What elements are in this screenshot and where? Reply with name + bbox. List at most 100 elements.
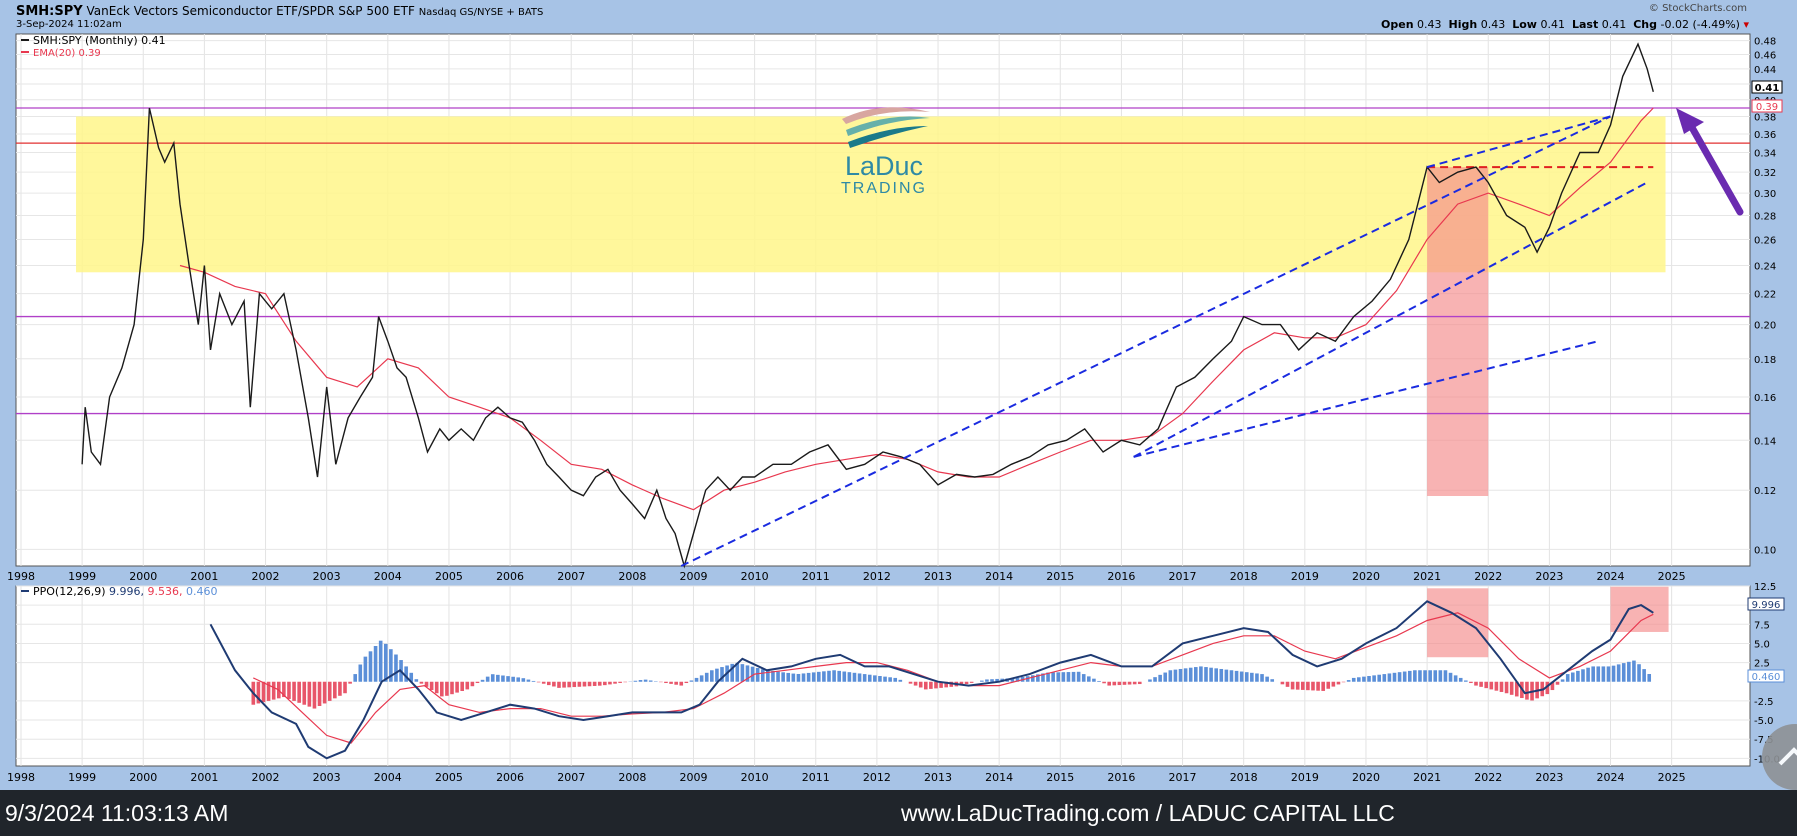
ppo-histogram-bar xyxy=(1484,681,1488,689)
ppo-histogram-bar xyxy=(980,680,984,682)
price-x-tick-label: 2020 xyxy=(1352,570,1380,583)
footer-site: www.LaDucTrading.com / LADUC CAPITAL LLC xyxy=(901,800,1395,826)
ppo-histogram-bar xyxy=(898,679,903,682)
ppo-x-tick-label: 2002 xyxy=(252,771,280,784)
ppo-tag-box xyxy=(1747,597,1785,611)
ppo-histogram-bar xyxy=(409,672,414,682)
ppo-histogram-bar xyxy=(1214,668,1218,682)
ppo-histogram-bar xyxy=(699,675,704,682)
ppo-histogram-bar xyxy=(1469,681,1473,684)
ppo-histogram-bar xyxy=(674,681,678,685)
ppo-histogram-bar xyxy=(1015,677,1020,682)
ppo-histogram-bar xyxy=(1295,681,1300,690)
price-x-tick-label: 2003 xyxy=(313,570,341,583)
logo-wave-1 xyxy=(842,107,930,124)
ppo-histogram-bar xyxy=(485,676,490,682)
price-x-tick-label: 2018 xyxy=(1230,570,1258,583)
symbol: SMH:SPY xyxy=(16,4,83,19)
ppo-histogram-bar xyxy=(806,672,811,682)
price-y-axis: 0.10 0.12 0.14 0.16 0.18 0.20 0.22 0.24 0.26 0.28… xyxy=(1754,37,1776,557)
ppo-histogram-bar xyxy=(577,681,582,687)
price-y-tick-label: 0.22 xyxy=(1754,290,1776,301)
ppo-histogram-bar xyxy=(587,681,592,687)
ppo-histogram-bar xyxy=(496,674,500,682)
price-y-tick-label: 0.16 xyxy=(1754,393,1776,404)
price-x-tick-label: 2016 xyxy=(1107,570,1135,583)
ppo-histogram-bar xyxy=(536,681,541,683)
ppo-histogram-bar xyxy=(964,681,969,685)
ppo-y-tick-label: -7.5 xyxy=(1754,735,1774,746)
ppo-histogram-bar xyxy=(475,681,480,684)
ppo-x-tick-label: 1998 xyxy=(7,771,35,784)
ppo-y-tick-label: 5.0 xyxy=(1754,639,1770,650)
ppo-x-tick-label: 2003 xyxy=(313,771,341,784)
footer-timestamp: 9/3/2024 11:03:13 AM xyxy=(5,800,229,826)
ppo-histogram-bar xyxy=(1030,675,1035,682)
ppo-y-tick-label: -2.5 xyxy=(1754,697,1774,708)
ppo-x-tick-label: 2025 xyxy=(1658,771,1686,784)
ppo-histogram-bar xyxy=(776,671,780,682)
price-x-tick-label: 2023 xyxy=(1535,570,1563,583)
price-x-tick-label: 2015 xyxy=(1046,570,1074,583)
price-y-tick-label: 0.12 xyxy=(1754,486,1776,497)
price-y-tick-label: 0.20 xyxy=(1754,321,1776,332)
ppo-histogram-bar xyxy=(1204,667,1208,682)
ppo-histogram-bar xyxy=(1606,666,1611,682)
price-y-tick-label: 0.30 xyxy=(1754,189,1776,200)
ppo-histogram-bar xyxy=(1239,671,1244,682)
ppo-histogram-bar xyxy=(1188,667,1193,682)
ppo-histogram-bar xyxy=(1046,672,1050,682)
ppo-histogram-bar xyxy=(1260,674,1264,682)
yellow-highlight-band xyxy=(76,116,1666,273)
ppo-x-tick-label: 2007 xyxy=(557,771,585,784)
ppo-histogram-bar xyxy=(1087,676,1091,682)
price-x-tick-label: 2001 xyxy=(190,570,218,583)
ppo-histogram-bar xyxy=(1112,681,1117,686)
legend-ema: EMA(20) 0.39 xyxy=(33,48,101,59)
ppo-histogram-bar xyxy=(261,681,266,703)
ppo-histogram-bar xyxy=(373,646,378,682)
ppo-histogram-bar xyxy=(1443,670,1448,682)
price-y-tick-label: 0.32 xyxy=(1754,168,1776,179)
ppo-histogram-bar xyxy=(1290,681,1295,690)
ppo-histogram-bar xyxy=(1627,661,1631,682)
purple-arrow xyxy=(1676,108,1744,216)
ppo-histogram-bar xyxy=(755,667,760,682)
ppo-histogram-bar xyxy=(297,681,301,703)
price-y-tick-label: 0.38 xyxy=(1754,112,1776,123)
ppo-x-tick-label: 2006 xyxy=(496,771,524,784)
ppo-histogram-bar xyxy=(597,681,602,686)
ppo-histogram-bar xyxy=(1244,672,1249,682)
ppo-histogram-bar xyxy=(348,681,352,684)
blue-dashed-trendline xyxy=(680,115,1611,567)
ppo-histogram-bar xyxy=(266,681,271,701)
ppo-histogram-bar xyxy=(1127,681,1132,685)
ppo-x-tick-label: 2014 xyxy=(985,771,1013,784)
price-x-tick-label: 2024 xyxy=(1597,570,1625,583)
ppo-histogram-bar xyxy=(1163,672,1168,682)
price-annotations-back xyxy=(16,107,1750,496)
ppo-y-tick-label: 7.5 xyxy=(1754,620,1770,631)
ppo-histogram-bar xyxy=(1565,674,1570,682)
ppo-histogram-bar xyxy=(918,681,923,688)
ppo-x-tick-label: 2004 xyxy=(374,771,402,784)
legend-ppo-label: PPO(12,26,9) xyxy=(33,585,106,598)
logo-wave-3 xyxy=(848,126,928,148)
hist-tag-box xyxy=(1747,669,1785,683)
ppo-histogram-bar xyxy=(1550,681,1555,691)
ppo-histogram-bar xyxy=(1397,672,1402,682)
ppo-x-tick-label: 2020 xyxy=(1352,771,1380,784)
last-label: Last xyxy=(1571,18,1599,31)
ppo-histogram-bar xyxy=(1132,681,1137,685)
ppo-x-tick-label: 2018 xyxy=(1230,771,1258,784)
ppo-x-tick-label: 2015 xyxy=(1046,771,1074,784)
ppo-histogram-bar xyxy=(389,649,393,682)
ppo-histogram-bar xyxy=(1341,681,1346,683)
ppo-histogram-bar xyxy=(883,676,887,682)
ppo-histogram-bar xyxy=(1265,676,1269,682)
ppo-histogram-bar xyxy=(1581,669,1585,682)
ppo-histogram-bar xyxy=(781,672,785,682)
ppo-tags: 9.996 0.460 xyxy=(1747,597,1785,683)
ppo-histogram-bar xyxy=(801,673,806,682)
ppo-histogram-bar xyxy=(1331,681,1336,687)
